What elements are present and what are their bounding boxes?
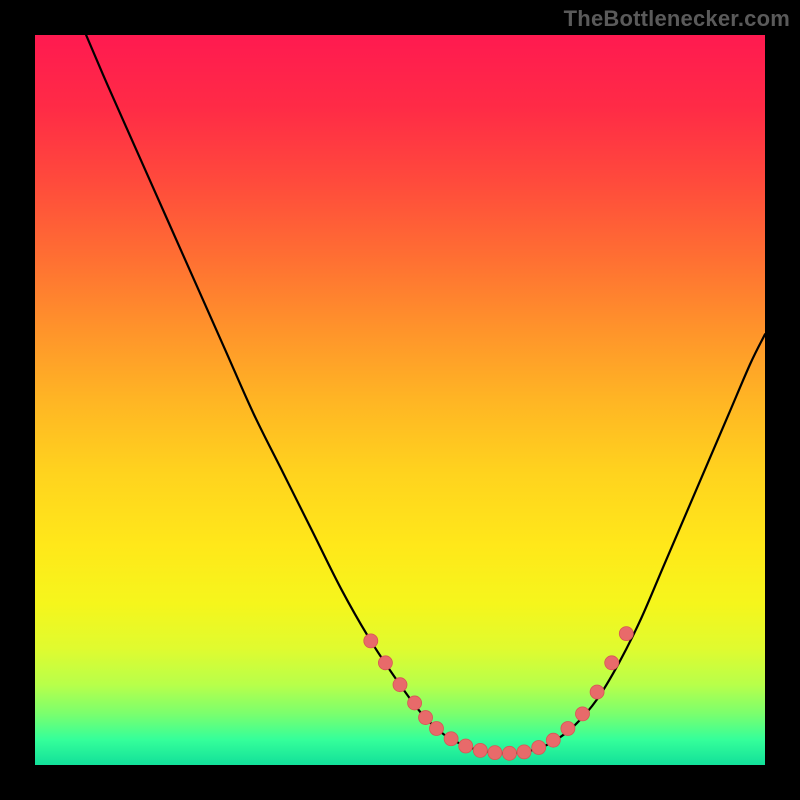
curve-marker <box>605 656 619 670</box>
curve-marker <box>576 707 590 721</box>
curve-marker <box>419 711 433 725</box>
bottleneck-curve-chart <box>0 0 800 800</box>
curve-marker <box>488 746 502 760</box>
curve-marker <box>561 722 575 736</box>
plot-background-gradient <box>35 35 765 765</box>
watermark-label: TheBottlenecker.com <box>564 6 790 32</box>
curve-marker <box>546 733 560 747</box>
curve-marker <box>532 740 546 754</box>
curve-marker <box>430 722 444 736</box>
curve-marker <box>459 739 473 753</box>
chart-container: TheBottlenecker.com <box>0 0 800 800</box>
curve-marker <box>393 678 407 692</box>
curve-marker <box>503 746 517 760</box>
curve-marker <box>444 732 458 746</box>
curve-marker <box>408 696 422 710</box>
curve-marker <box>378 656 392 670</box>
curve-marker <box>619 627 633 641</box>
curve-marker <box>517 745 531 759</box>
curve-marker <box>590 685 604 699</box>
curve-marker <box>473 743 487 757</box>
curve-marker <box>364 634 378 648</box>
